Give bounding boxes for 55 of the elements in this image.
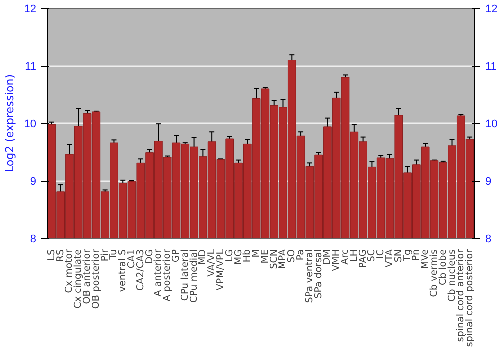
x-tick-label: A posterior bbox=[162, 249, 174, 302]
x-tick-label: Tg bbox=[402, 249, 414, 262]
y-tick-label: 11 bbox=[25, 61, 37, 73]
y2-tick-label: 8 bbox=[486, 234, 492, 246]
x-tick-label: M bbox=[251, 249, 262, 258]
x-tick-label: SC bbox=[366, 249, 378, 262]
x-tick-label: MPA bbox=[278, 249, 289, 270]
x-tick-label: CA1 bbox=[126, 249, 138, 269]
y2-tick-label: 11 bbox=[486, 61, 497, 73]
x-tick-label: VA/VL bbox=[206, 248, 218, 277]
x-tick-label: PAG bbox=[358, 249, 369, 268]
x-tick-label: spinal cord posterior bbox=[464, 249, 476, 348]
y2-tick-label: 9 bbox=[486, 176, 492, 188]
x-tick-label: Arc bbox=[340, 249, 352, 265]
x-tick-label: Cb lobe bbox=[438, 249, 449, 286]
x-tick-label: ME bbox=[260, 249, 271, 264]
y-tick-label: 8 bbox=[30, 234, 37, 246]
x-tick-label: Pn bbox=[411, 249, 422, 262]
x-tick-label: SO bbox=[286, 249, 298, 264]
x-tick-label: CPu medial bbox=[188, 249, 200, 303]
x-tick-label: LH bbox=[348, 250, 360, 262]
y-tick-label: 9 bbox=[30, 176, 37, 188]
x-tick-label: Cb vermis bbox=[428, 249, 440, 298]
x-tick-label: SN bbox=[393, 249, 404, 263]
x-tick-label: LS bbox=[46, 249, 58, 261]
x-tick-label: VPM/VPL bbox=[215, 248, 226, 291]
x-tick-label: CA2/CA3 bbox=[135, 249, 146, 292]
x-tick-label: GP bbox=[170, 249, 182, 263]
x-tick-label: MD bbox=[198, 249, 209, 266]
x-tick-label: SPa ventral bbox=[304, 249, 316, 304]
y-tick-label: 10 bbox=[24, 118, 37, 130]
x-tick-label: Tu bbox=[108, 249, 120, 261]
x-tick-label: IC bbox=[376, 249, 387, 259]
x-tick-label: SPa dorsal bbox=[313, 249, 324, 299]
x-tick-label: Hb bbox=[242, 249, 254, 263]
x-tick-label: RS bbox=[55, 249, 66, 262]
x-tick-label: VTA bbox=[384, 249, 396, 268]
x-tick-label: OB posterior bbox=[90, 249, 102, 310]
x-tick-label: Pa bbox=[296, 250, 307, 261]
x-tick-label: SCN bbox=[268, 249, 280, 270]
x-tick-label: LG bbox=[224, 250, 236, 262]
x-tick-label: DG bbox=[144, 249, 156, 264]
x-tick-label: VMH bbox=[331, 249, 342, 272]
x-tick-label: DM bbox=[322, 249, 334, 266]
y-tick-label: 12 bbox=[24, 4, 37, 16]
x-tick-label: MVe bbox=[420, 249, 432, 270]
y2-tick-label: 10 bbox=[486, 118, 498, 130]
x-tick-label: ventral S bbox=[118, 249, 129, 292]
x-tick-label: Cx cingulate bbox=[73, 249, 84, 309]
x-tick-label: Cb nucleus bbox=[446, 249, 458, 302]
x-tick-label: CPu lateral bbox=[180, 249, 191, 302]
x-tick-label: MG bbox=[233, 249, 244, 266]
y2-tick-label: 12 bbox=[486, 4, 498, 16]
x-tick-label: Pir bbox=[100, 249, 111, 262]
y-axis-title: Log2 (expression) bbox=[3, 74, 16, 173]
